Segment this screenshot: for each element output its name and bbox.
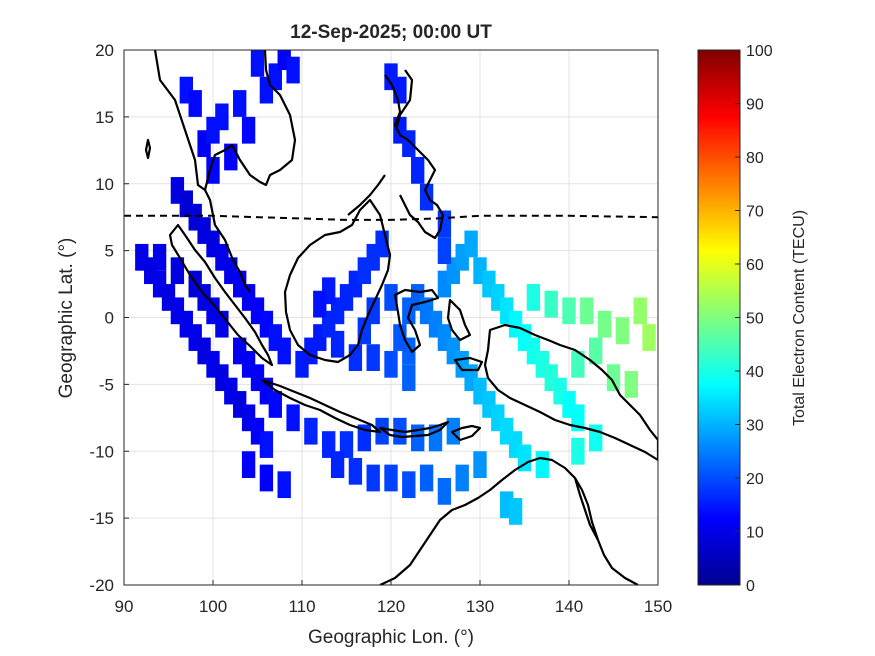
tec-cell — [624, 371, 638, 398]
y-axis: -20 -15 -10 -5 0 5 10 15 20 — [89, 41, 129, 595]
colorbar-gradient — [697, 49, 741, 586]
tec-cell — [384, 350, 398, 378]
tec-cell — [393, 324, 407, 351]
tec-cell — [535, 451, 549, 478]
magnetic-equator-line — [124, 214, 659, 221]
tec-cell — [250, 50, 265, 77]
colorbar-tick-label: 50 — [746, 311, 764, 328]
y-tick-label: -10 — [89, 442, 114, 461]
colorbar-tick-label: 40 — [746, 364, 764, 381]
colorbar-tick-label: 30 — [746, 418, 764, 435]
colorbar-tick-label: 60 — [746, 257, 764, 274]
tec-cell — [437, 478, 452, 505]
tec-cell — [259, 431, 274, 458]
tec-cell — [304, 417, 318, 445]
tec-cell — [455, 464, 469, 492]
tec-cell — [464, 230, 478, 258]
tec-cell — [580, 297, 594, 325]
tec-cell — [419, 464, 434, 492]
tec-cell — [384, 284, 398, 311]
tec-cell — [571, 350, 585, 378]
tec-cell — [633, 297, 647, 325]
x-axis-label: Geographic Lon. (°) — [308, 627, 474, 648]
tec-cell — [366, 344, 380, 371]
colorbar-tick-label: 100 — [746, 43, 773, 60]
tec-cell — [437, 210, 452, 238]
y-tick-label: 20 — [95, 41, 114, 60]
tec-cell — [330, 330, 345, 358]
colorbar-tick-label: 0 — [746, 578, 755, 595]
colorbar-label: Total Electron Content (TECU) — [791, 210, 808, 426]
tec-cell — [241, 116, 256, 144]
tec-cell — [571, 404, 585, 432]
tec-cell — [348, 457, 363, 485]
tec-cell — [526, 284, 541, 311]
x-tick-label: 90 — [115, 597, 134, 616]
x-tick-label: 140 — [555, 597, 583, 616]
tec-cell — [571, 437, 585, 465]
colorbar-tick-label: 80 — [746, 150, 764, 167]
tec-cell — [366, 464, 380, 492]
y-tick-label: -5 — [99, 375, 114, 394]
x-tick-label: 130 — [466, 597, 494, 616]
tec-cell — [402, 130, 416, 157]
tec-cell — [233, 90, 247, 117]
tec-cell — [188, 90, 202, 117]
tec-cell — [402, 364, 416, 392]
x-tick-label: 150 — [644, 597, 672, 616]
tec-cell — [259, 464, 274, 492]
y-tick-label: -15 — [89, 509, 114, 528]
tec-cell — [508, 498, 523, 525]
colorbar-ticks: 0 10 20 30 40 50 60 70 80 90 100 — [735, 43, 773, 595]
y-axis-label: Geographic Lat. (°) — [56, 238, 77, 399]
tec-cell — [330, 451, 345, 478]
tec-cell — [615, 317, 630, 345]
y-tick-label: 10 — [95, 175, 114, 194]
x-tick-label: 110 — [288, 597, 315, 616]
tec-cell — [517, 444, 532, 472]
tec-cell — [589, 337, 603, 365]
tec-cell — [277, 471, 291, 499]
tec-cell — [642, 324, 656, 351]
tec-cell — [170, 257, 185, 285]
colorbar: 0 10 20 30 40 50 60 70 80 90 100 Total Electron Co… — [697, 43, 808, 595]
tec-cell — [411, 157, 425, 184]
tec-cell — [419, 183, 434, 211]
tec-cell — [241, 451, 256, 478]
tec-cell — [277, 337, 291, 365]
x-tick-label: 100 — [199, 597, 227, 616]
colorbar-tick-label: 20 — [746, 471, 764, 488]
y-tick-label: 5 — [105, 242, 114, 261]
colorbar-tick-label: 10 — [746, 525, 764, 542]
tec-cell — [206, 157, 220, 184]
tec-cell — [286, 56, 300, 84]
tec-cell — [544, 290, 558, 318]
tec-cell — [597, 310, 612, 338]
y-tick-label: 0 — [105, 309, 114, 328]
tec-cell — [152, 243, 167, 271]
colorbar-tick-label: 90 — [746, 97, 764, 114]
tec-cell — [402, 471, 416, 499]
coastlines — [144, 50, 658, 585]
tec-cell — [224, 143, 238, 171]
tec-cell — [313, 290, 327, 318]
tec-cells — [135, 50, 656, 525]
chart-title: 12-Sep-2025; 00:00 UT — [290, 22, 492, 43]
tec-cell — [473, 451, 487, 478]
tec-cell — [286, 404, 300, 432]
x-axis: 90 100 110 120 130 140 150 — [115, 580, 672, 616]
tec-cell — [268, 391, 282, 418]
tec-cell — [437, 237, 452, 264]
y-tick-label: -20 — [89, 576, 114, 595]
tec-cell — [606, 364, 621, 392]
tec-cell — [375, 417, 389, 445]
tec-cell — [215, 103, 229, 131]
colorbar-tick-label: 70 — [746, 204, 764, 221]
tec-cell — [384, 464, 398, 492]
x-tick-label: 120 — [377, 597, 405, 616]
y-tick-label: 15 — [95, 108, 114, 127]
tec-cell — [562, 297, 576, 325]
